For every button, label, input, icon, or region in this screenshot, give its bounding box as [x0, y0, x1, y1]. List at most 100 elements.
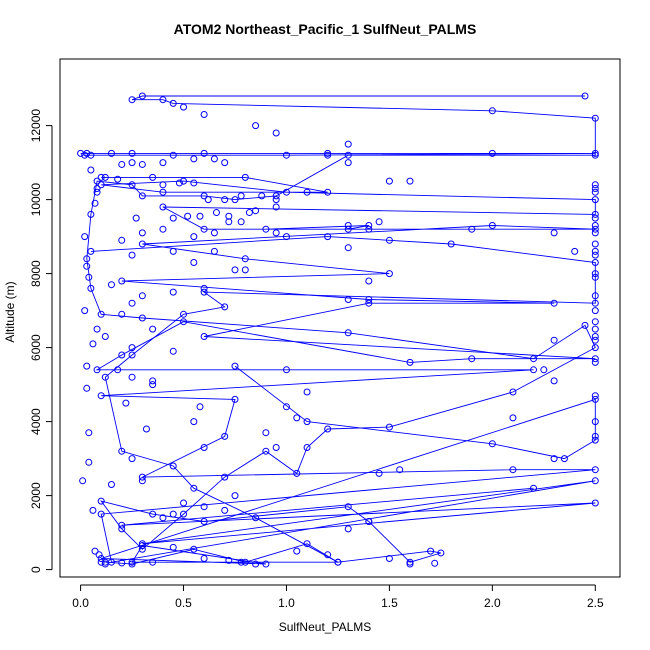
data-point [272, 229, 280, 237]
data-point [591, 149, 599, 157]
data-point [591, 333, 599, 340]
data-point [509, 388, 517, 396]
y-tick-label: 4000 [29, 408, 43, 435]
data-point [200, 288, 208, 296]
data-point [237, 218, 245, 226]
data-point [169, 347, 177, 355]
data-point [591, 292, 599, 300]
data-point [81, 307, 89, 315]
data-point [118, 160, 126, 168]
data-point [149, 377, 157, 385]
data-point [87, 166, 95, 174]
data-point [101, 173, 109, 181]
data-point [550, 336, 558, 344]
data-point [107, 558, 115, 566]
data-point [344, 329, 352, 337]
data-point [128, 558, 136, 566]
data-point [87, 210, 95, 218]
data-point [591, 222, 599, 229]
data-point [488, 440, 496, 448]
data-point [196, 403, 204, 411]
marker-layer [77, 92, 599, 568]
data-point [83, 255, 91, 263]
data-point [344, 296, 352, 303]
data-point [79, 477, 87, 485]
data-point [237, 192, 245, 200]
data-point [282, 403, 290, 411]
series-line-3 [95, 176, 596, 563]
data-point [93, 325, 101, 333]
x-tick-label: 0.5 [175, 596, 192, 610]
data-point [138, 314, 146, 322]
data-point [97, 558, 105, 566]
data-point [93, 366, 101, 374]
data-point [128, 159, 136, 167]
data-point [159, 96, 167, 104]
data-point [138, 92, 146, 100]
data-point [190, 179, 198, 187]
data-point [180, 499, 188, 507]
data-point [221, 159, 229, 167]
data-point [272, 192, 280, 200]
data-point [591, 270, 599, 278]
data-point [252, 514, 260, 522]
data-point [221, 432, 229, 440]
data-point [101, 560, 109, 568]
data-point [591, 499, 599, 507]
data-point [591, 418, 599, 426]
data-point [591, 318, 599, 326]
data-point [406, 558, 414, 566]
data-point [200, 149, 208, 157]
chart-title: ATOM2 Northeast_Pacific_1 SulfNeut_PALMS [173, 21, 477, 37]
x-tick-label: 0.0 [72, 596, 89, 610]
data-point [93, 185, 101, 192]
data-point [344, 525, 352, 533]
data-point [180, 103, 188, 111]
data-point [91, 547, 99, 555]
data-point [118, 277, 126, 285]
data-point [118, 525, 126, 533]
data-point [138, 160, 146, 168]
data-point [591, 325, 599, 333]
data-point [83, 262, 91, 270]
data-point [303, 540, 311, 548]
data-point [169, 543, 177, 551]
data-point [324, 425, 332, 433]
y-tick-label: 2000 [29, 482, 43, 509]
data-point [509, 466, 517, 474]
data-point [385, 177, 393, 185]
data-point [488, 107, 496, 115]
data-point [365, 225, 373, 233]
data-point [591, 151, 599, 159]
data-point [241, 266, 249, 274]
data-point [591, 355, 599, 363]
data-point [262, 560, 270, 568]
data-point [97, 497, 105, 505]
data-point [118, 310, 126, 318]
data-point [344, 244, 352, 252]
data-point [180, 310, 188, 318]
data-point [591, 336, 599, 344]
data-point [241, 255, 249, 263]
data-point [138, 192, 146, 200]
data-point [365, 296, 373, 303]
data-point [324, 149, 332, 157]
data-point [97, 392, 105, 400]
data-point [344, 225, 352, 233]
data-point [591, 299, 599, 307]
data-point [385, 236, 393, 244]
data-point [282, 366, 290, 374]
data-point [200, 518, 208, 525]
data-point [169, 214, 177, 222]
data-point [159, 203, 167, 211]
data-point [107, 149, 115, 157]
data-point [231, 362, 239, 370]
data-point [427, 547, 435, 555]
data-point [530, 355, 538, 363]
data-point [149, 325, 157, 333]
data-point [114, 366, 122, 374]
data-point [175, 179, 183, 187]
data-point [221, 506, 229, 514]
data-point [447, 240, 455, 248]
data-point [169, 247, 177, 255]
